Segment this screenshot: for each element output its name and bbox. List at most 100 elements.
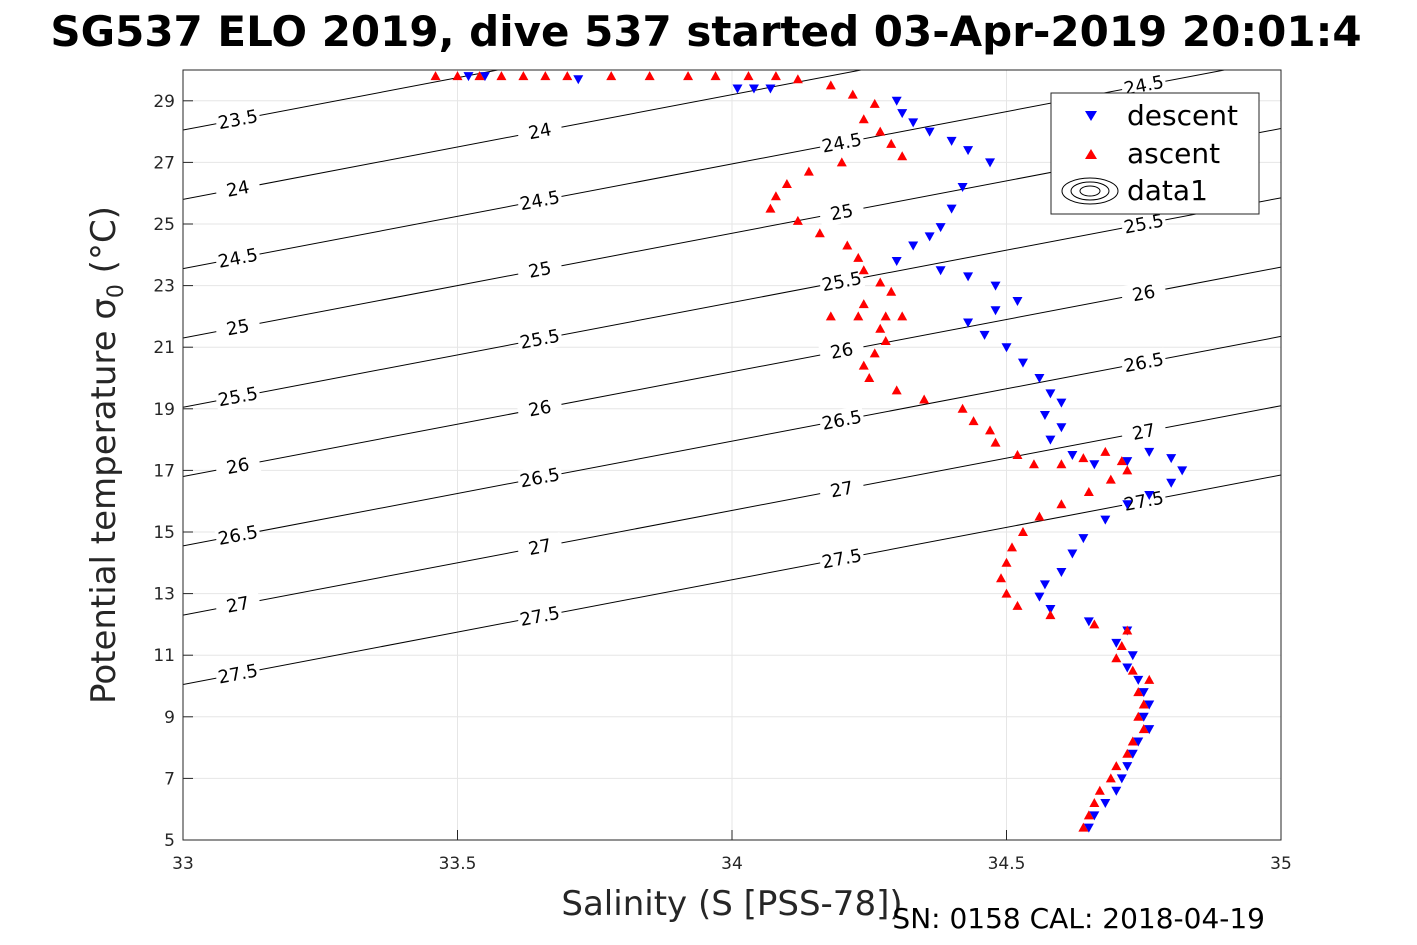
ascent-point-12 — [770, 71, 781, 81]
ascent-point-41 — [858, 360, 869, 370]
ascent-point-62 — [1001, 557, 1012, 567]
contour-label-background — [516, 601, 564, 632]
x-axis-label: Salinity (S [PSS-78]) — [561, 884, 902, 924]
ascent-point-59 — [1034, 511, 1045, 521]
descent-point-52 — [1111, 638, 1122, 648]
y-tick-label: 23 — [153, 277, 175, 297]
contour-label-background — [214, 520, 262, 551]
contour-label-text: 26 — [527, 397, 553, 422]
ascent-point-55 — [1122, 465, 1133, 475]
ascent-point-4 — [518, 71, 529, 81]
ascent-point-35 — [853, 311, 864, 321]
descent-point-64 — [1111, 786, 1122, 796]
ascent-point-78 — [1122, 748, 1133, 758]
contour-label-background — [516, 324, 564, 355]
ascent-point-13 — [792, 74, 803, 84]
ascent-point-39 — [880, 336, 891, 346]
descent-point-30 — [1056, 398, 1067, 408]
ascent-point-83 — [1083, 810, 1094, 820]
ascent-point-31 — [875, 277, 886, 287]
descent-point-53 — [1127, 651, 1138, 661]
descent-point-47 — [1039, 580, 1050, 590]
descent-point-45 — [1067, 549, 1078, 559]
contour-label-background — [516, 185, 564, 216]
y-tick-label: 13 — [153, 585, 175, 605]
descent-point-17 — [908, 241, 919, 251]
grid — [182, 70, 1282, 841]
descent-point-35 — [1089, 460, 1100, 470]
ascent-point-11 — [743, 71, 754, 81]
ascent-point-2 — [474, 71, 485, 81]
descent-point-0 — [463, 72, 474, 82]
ascent-point-21 — [836, 157, 847, 167]
contour-label-text: 27 — [829, 478, 855, 503]
y-axis-label-subscript: 0 — [104, 284, 129, 298]
descent-point-34 — [1067, 451, 1078, 460]
contour-label-text: 27 — [527, 535, 553, 560]
contour-label-text: 26 — [1131, 281, 1157, 306]
descent-point-59 — [1144, 725, 1155, 735]
descent-point-39 — [1177, 466, 1188, 476]
ascent-point-24 — [770, 191, 781, 201]
ascent-point-58 — [1056, 499, 1067, 509]
ascent-point-38 — [875, 323, 886, 333]
contour-label-25-2: 25 — [818, 197, 866, 228]
descent-point-54 — [1122, 663, 1133, 673]
legend-contour-icon — [1061, 177, 1119, 205]
descent-point-40 — [1166, 478, 1177, 488]
descent-point-15 — [935, 223, 946, 233]
y-tick-label: 7 — [164, 769, 175, 789]
descent-point-23 — [990, 306, 1001, 316]
descent-point-58 — [1138, 712, 1149, 722]
contour-label-background — [214, 451, 262, 482]
descent-point-32 — [1056, 423, 1067, 433]
ascent-point-74 — [1138, 699, 1149, 709]
descent-point-20 — [963, 272, 974, 282]
y-axis-label-unit: (°C) — [84, 206, 124, 284]
ascent-point-60 — [1017, 527, 1028, 536]
contour-label-27-2: 27 — [818, 474, 866, 505]
ascent-point-10 — [710, 71, 721, 81]
contour-label-background — [214, 659, 262, 689]
x-tick-label: 35 — [1270, 854, 1292, 874]
contour-label-background — [214, 243, 262, 274]
ascent-point-73 — [1133, 687, 1144, 697]
descent-point-12 — [985, 158, 996, 168]
y-axis-label: Potential temperature σ0 (°C) — [84, 206, 129, 704]
contour-label-background — [1120, 278, 1168, 309]
ascent-point-49 — [1012, 450, 1023, 459]
contour-line-26.5 — [183, 335, 1281, 547]
ascent-point-42 — [864, 373, 875, 382]
descent-point-2 — [573, 75, 584, 85]
ascent-point-69 — [1116, 640, 1127, 650]
contour-label-background — [818, 543, 866, 574]
contour-label-27-3: 27 — [1120, 416, 1168, 447]
ascent-point-6 — [562, 71, 573, 81]
ascent-point-72 — [1144, 674, 1155, 684]
descent-point-28 — [1034, 374, 1045, 383]
y-tick-label: 15 — [153, 523, 175, 543]
legend-marker-descent — [1085, 111, 1097, 121]
descent-point-10 — [946, 136, 957, 146]
x-tick-label: 34 — [721, 854, 743, 874]
legend-label-descent: descent — [1127, 99, 1238, 132]
ascent-point-9 — [683, 71, 694, 81]
descent-point-36 — [1122, 457, 1133, 467]
descent-point-46 — [1056, 568, 1067, 578]
ascent-point-34 — [825, 311, 836, 321]
descent-point-14 — [946, 204, 957, 214]
descent-point-21 — [990, 281, 1001, 291]
descent-point-9 — [924, 127, 935, 137]
x-tick-label: 33.5 — [439, 854, 477, 874]
ascent-point-45 — [957, 403, 968, 413]
contour-line-25.5 — [183, 197, 1281, 408]
contour-label-background — [818, 335, 866, 366]
ascent-point-52 — [1078, 453, 1089, 463]
ascent-point-80 — [1105, 773, 1116, 783]
y-tick-label: 27 — [153, 153, 175, 173]
ascent-point-75 — [1133, 711, 1144, 721]
contour-label-text: 25 — [225, 316, 251, 341]
descent-point-37 — [1144, 447, 1155, 457]
x-tick-label: 34.5 — [988, 854, 1026, 874]
ascent-point-7 — [606, 71, 617, 81]
